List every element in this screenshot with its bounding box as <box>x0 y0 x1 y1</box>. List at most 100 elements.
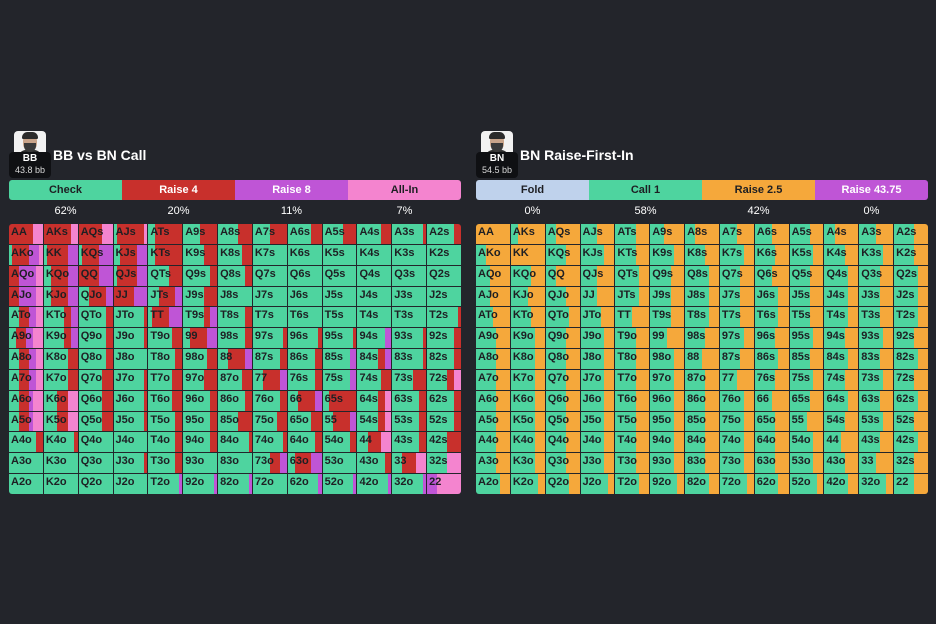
hand-cell-TT[interactable]: TT <box>615 307 650 328</box>
hand-cell-92s[interactable]: 92s <box>427 328 461 349</box>
hand-cell-83o[interactable]: 83o <box>685 453 719 474</box>
hand-cell-TT[interactable]: TT <box>148 307 183 328</box>
hand-cell-T7o[interactable]: T7o <box>148 369 183 390</box>
hand-cell-64s[interactable]: 64s <box>357 390 392 411</box>
hand-cell-85o[interactable]: 85o <box>218 411 252 432</box>
hand-cell-88[interactable]: 88 <box>218 349 252 369</box>
hand-cell-QTs[interactable]: QTs <box>148 265 183 286</box>
hand-cell-98s[interactable]: 98s <box>685 328 719 349</box>
hand-cell-J7o[interactable]: J7o <box>580 369 615 390</box>
hand-cell-AJs[interactable]: AJs <box>113 224 148 244</box>
hand-cell-K2s[interactable]: K2s <box>894 244 928 265</box>
hand-cell-AJs[interactable]: AJs <box>580 224 615 244</box>
hand-cell-JTo[interactable]: JTo <box>580 307 615 328</box>
hand-cell-KJs[interactable]: KJs <box>113 244 148 265</box>
hand-cell-54s[interactable]: 54s <box>824 411 859 432</box>
hand-cell-AKo[interactable]: AKo <box>9 244 43 265</box>
hand-cell-T5o[interactable]: T5o <box>148 411 183 432</box>
hand-cell-T8o[interactable]: T8o <box>148 349 183 369</box>
hand-cell-K6o[interactable]: K6o <box>43 390 78 411</box>
hand-cell-44[interactable]: 44 <box>824 432 859 453</box>
hand-cell-AKo[interactable]: AKo <box>476 244 510 265</box>
hand-cell-85o[interactable]: 85o <box>685 411 719 432</box>
hand-cell-T9o[interactable]: T9o <box>615 328 650 349</box>
hand-cell-J5o[interactable]: J5o <box>580 411 615 432</box>
hand-cell-63s[interactable]: 63s <box>859 390 894 411</box>
hand-cell-A4s[interactable]: A4s <box>357 224 392 244</box>
hand-cell-66[interactable]: 66 <box>287 390 322 411</box>
hand-cell-A6o[interactable]: A6o <box>9 390 43 411</box>
hand-cell-22[interactable]: 22 <box>427 474 461 494</box>
hand-cell-J7o[interactable]: J7o <box>113 369 148 390</box>
hand-cell-63o[interactable]: 63o <box>754 453 789 474</box>
hand-cell-55[interactable]: 55 <box>322 411 357 432</box>
hand-cell-T4o[interactable]: T4o <box>148 432 183 453</box>
hand-cell-62s[interactable]: 62s <box>894 390 928 411</box>
hand-cell-A4s[interactable]: A4s <box>824 224 859 244</box>
hand-cell-T9s[interactable]: T9s <box>650 307 685 328</box>
hand-cell-62s[interactable]: 62s <box>427 390 461 411</box>
hand-cell-99[interactable]: 99 <box>183 328 218 349</box>
hand-cell-54o[interactable]: 54o <box>789 432 824 453</box>
hand-cell-Q4s[interactable]: Q4s <box>824 265 859 286</box>
hand-cell-K4s[interactable]: K4s <box>357 244 392 265</box>
hand-cell-76o[interactable]: 76o <box>252 390 287 411</box>
hand-cell-A9o[interactable]: A9o <box>9 328 43 349</box>
hand-cell-Q3o[interactable]: Q3o <box>545 453 580 474</box>
hand-cell-J4s[interactable]: J4s <box>357 286 392 307</box>
hand-cell-66[interactable]: 66 <box>754 390 789 411</box>
hand-cell-A7o[interactable]: A7o <box>476 369 510 390</box>
hand-cell-53s[interactable]: 53s <box>392 411 427 432</box>
hand-cell-ATs[interactable]: ATs <box>148 224 183 244</box>
hand-cell-88[interactable]: 88 <box>685 349 719 369</box>
hand-cell-86s[interactable]: 86s <box>287 349 322 369</box>
hand-cell-K7o[interactable]: K7o <box>43 369 78 390</box>
hand-cell-K5s[interactable]: K5s <box>789 244 824 265</box>
hand-cell-KTs[interactable]: KTs <box>148 244 183 265</box>
hand-cell-84s[interactable]: 84s <box>824 349 859 369</box>
hand-cell-74s[interactable]: 74s <box>824 369 859 390</box>
hand-cell-77[interactable]: 77 <box>719 369 754 390</box>
hand-cell-43o[interactable]: 43o <box>824 453 859 474</box>
hand-cell-A3s[interactable]: A3s <box>392 224 427 244</box>
hand-cell-84s[interactable]: 84s <box>357 349 392 369</box>
hand-cell-J7s[interactable]: J7s <box>252 286 287 307</box>
hand-cell-94s[interactable]: 94s <box>824 328 859 349</box>
hand-cell-A5o[interactable]: A5o <box>9 411 43 432</box>
hand-cell-75s[interactable]: 75s <box>789 369 824 390</box>
hand-cell-22[interactable]: 22 <box>894 474 928 494</box>
hand-cell-94s[interactable]: 94s <box>357 328 392 349</box>
hand-cell-74o[interactable]: 74o <box>719 432 754 453</box>
hand-cell-52o[interactable]: 52o <box>789 474 824 494</box>
hand-cell-32s[interactable]: 32s <box>427 453 461 474</box>
hand-cell-J5s[interactable]: J5s <box>789 286 824 307</box>
hand-cell-T6o[interactable]: T6o <box>615 390 650 411</box>
hand-cell-J8o[interactable]: J8o <box>580 349 615 369</box>
hand-cell-93s[interactable]: 93s <box>859 328 894 349</box>
hand-cell-K4o[interactable]: K4o <box>43 432 78 453</box>
hand-cell-A8o[interactable]: A8o <box>9 349 43 369</box>
hand-cell-KTo[interactable]: KTo <box>510 307 545 328</box>
hand-cell-98o[interactable]: 98o <box>650 349 685 369</box>
hand-cell-K9s[interactable]: K9s <box>183 244 218 265</box>
hand-cell-43o[interactable]: 43o <box>357 453 392 474</box>
hand-cell-87o[interactable]: 87o <box>685 369 719 390</box>
hand-cell-T5o[interactable]: T5o <box>615 411 650 432</box>
hand-cell-65s[interactable]: 65s <box>322 390 357 411</box>
hand-cell-AKs[interactable]: AKs <box>43 224 78 244</box>
hand-cell-74s[interactable]: 74s <box>357 369 392 390</box>
hand-cell-96o[interactable]: 96o <box>650 390 685 411</box>
hand-cell-J8s[interactable]: J8s <box>218 286 252 307</box>
hand-cell-QTs[interactable]: QTs <box>615 265 650 286</box>
hand-cell-Q9s[interactable]: Q9s <box>650 265 685 286</box>
hand-cell-54o[interactable]: 54o <box>322 432 357 453</box>
hand-cell-T2s[interactable]: T2s <box>894 307 928 328</box>
hand-cell-T6o[interactable]: T6o <box>148 390 183 411</box>
hand-cell-K3o[interactable]: K3o <box>43 453 78 474</box>
hand-cell-Q3s[interactable]: Q3s <box>392 265 427 286</box>
hand-cell-96s[interactable]: 96s <box>754 328 789 349</box>
hand-cell-T2s[interactable]: T2s <box>427 307 461 328</box>
action-3[interactable]: Raise 43.75 <box>815 180 928 200</box>
hand-cell-J2s[interactable]: J2s <box>894 286 928 307</box>
hand-cell-J4o[interactable]: J4o <box>113 432 148 453</box>
